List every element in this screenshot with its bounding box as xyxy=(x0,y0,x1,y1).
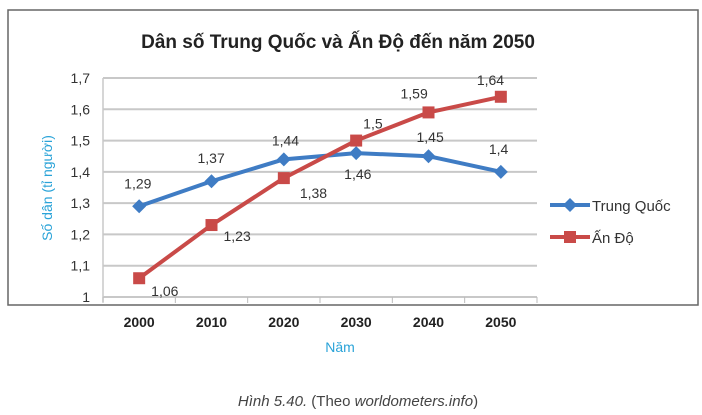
data-point xyxy=(205,219,218,232)
data-point xyxy=(349,146,364,161)
x-tick-label: 2010 xyxy=(196,314,227,330)
data-label: 1,37 xyxy=(198,150,225,166)
x-tick-label: 2050 xyxy=(485,314,516,330)
legend-marker xyxy=(564,231,576,243)
legend-label: Ấn Độ xyxy=(592,230,634,247)
y-tick-label: 1 xyxy=(82,289,90,305)
chart-frame xyxy=(7,9,699,306)
series-line-1 xyxy=(137,94,502,280)
y-tick-label: 1,2 xyxy=(71,226,91,242)
data-point xyxy=(494,90,507,103)
caption-source: worldometers.info xyxy=(355,393,473,410)
data-point xyxy=(276,152,291,167)
data-label: 1,5 xyxy=(363,116,383,132)
legend-label: Trung Quốc xyxy=(592,198,671,215)
y-tick-label: 1,6 xyxy=(71,101,91,117)
x-tick-label: 2040 xyxy=(413,314,444,330)
data-point xyxy=(422,106,435,119)
data-label: 1,06 xyxy=(151,283,178,299)
data-point xyxy=(132,199,147,214)
data-label: 1,59 xyxy=(401,85,428,101)
figure-caption: Hình 5.40. (Theo worldometers.info) xyxy=(238,393,478,410)
y-axis-label: Số dân (tỉ người) xyxy=(39,135,55,241)
x-tick-label: 2030 xyxy=(341,314,372,330)
y-tick-label: 1,3 xyxy=(71,195,91,211)
data-label: 1,29 xyxy=(124,175,151,191)
y-tick-label: 1,7 xyxy=(71,70,91,86)
data-label: 1,44 xyxy=(272,132,299,148)
data-label: 1,64 xyxy=(477,72,504,88)
data-point xyxy=(493,164,508,179)
chart-title: Dân số Trung Quốc và Ấn Độ đến năm 2050 xyxy=(141,31,535,53)
series-line-0 xyxy=(138,151,502,209)
x-tick-label: 2020 xyxy=(268,314,299,330)
data-point xyxy=(421,149,436,164)
data-label: 1,45 xyxy=(417,129,444,145)
data-label: 1,23 xyxy=(224,228,251,244)
data-label: 1,46 xyxy=(344,166,371,182)
caption-suffix: ) xyxy=(473,393,478,410)
y-tick-label: 1,1 xyxy=(71,258,91,274)
x-axis-label: Năm xyxy=(325,339,355,355)
legend-marker xyxy=(563,198,577,212)
y-tick-label: 1,5 xyxy=(71,133,91,149)
caption-prefix: Hình 5.40. xyxy=(238,393,307,410)
data-point xyxy=(204,174,219,189)
y-tick-label: 1,4 xyxy=(71,164,91,180)
data-point xyxy=(277,172,290,185)
caption-middle: (Theo xyxy=(307,393,355,410)
data-point xyxy=(133,272,146,285)
x-tick-label: 2000 xyxy=(124,314,155,330)
data-point xyxy=(350,134,363,147)
data-label: 1,38 xyxy=(300,185,327,201)
data-label: 1,4 xyxy=(489,141,509,157)
